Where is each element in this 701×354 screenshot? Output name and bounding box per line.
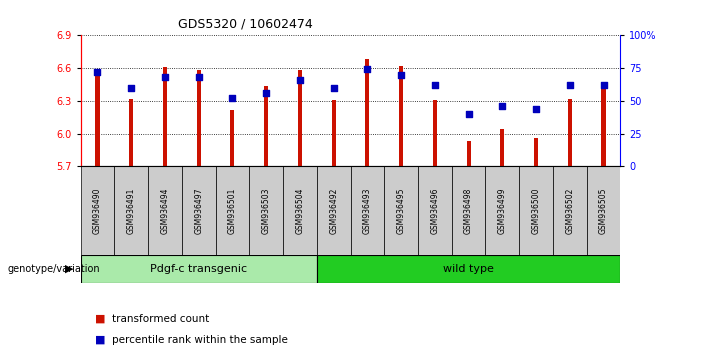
Point: [193, 74, 204, 80]
Text: GSM936491: GSM936491: [127, 187, 136, 234]
Bar: [365, 59, 369, 166]
Point: [395, 72, 407, 78]
Text: GSM936490: GSM936490: [93, 187, 102, 234]
Bar: [283, 166, 317, 255]
Bar: [95, 72, 100, 166]
Text: GSM936505: GSM936505: [599, 187, 608, 234]
Point: [531, 106, 542, 112]
Bar: [182, 166, 216, 255]
Bar: [399, 66, 403, 166]
Text: ■: ■: [95, 335, 105, 345]
Text: GSM936502: GSM936502: [565, 187, 574, 234]
Bar: [81, 255, 317, 283]
Text: Pdgf-c transgenic: Pdgf-c transgenic: [150, 264, 247, 274]
Bar: [114, 166, 148, 255]
Point: [227, 96, 238, 101]
Bar: [81, 166, 114, 255]
Point: [463, 111, 474, 117]
Text: genotype/variation: genotype/variation: [7, 264, 100, 274]
Text: transformed count: transformed count: [112, 314, 210, 324]
Text: GSM936493: GSM936493: [363, 187, 372, 234]
Point: [92, 69, 103, 75]
Bar: [553, 166, 587, 255]
Point: [564, 82, 576, 88]
Bar: [384, 166, 418, 255]
Bar: [350, 166, 384, 255]
Point: [294, 77, 306, 83]
Bar: [317, 166, 350, 255]
Text: GSM936492: GSM936492: [329, 187, 338, 234]
Point: [429, 82, 440, 88]
Bar: [148, 166, 182, 255]
Point: [261, 90, 272, 96]
Bar: [534, 138, 538, 166]
Point: [328, 85, 339, 91]
Bar: [568, 99, 572, 166]
Text: percentile rank within the sample: percentile rank within the sample: [112, 335, 288, 345]
Point: [362, 67, 373, 72]
Text: GSM936504: GSM936504: [295, 187, 304, 234]
Point: [159, 74, 170, 80]
Bar: [433, 100, 437, 166]
Text: GSM936495: GSM936495: [397, 187, 406, 234]
Bar: [332, 100, 336, 166]
Bar: [519, 166, 553, 255]
Text: GSM936494: GSM936494: [161, 187, 170, 234]
Bar: [129, 99, 133, 166]
Bar: [587, 166, 620, 255]
Bar: [601, 87, 606, 166]
Bar: [163, 67, 167, 166]
Bar: [451, 166, 485, 255]
Text: GSM936496: GSM936496: [430, 187, 440, 234]
Bar: [216, 166, 250, 255]
Text: ■: ■: [95, 314, 105, 324]
Bar: [467, 141, 470, 166]
Text: GSM936503: GSM936503: [261, 187, 271, 234]
Text: GSM936497: GSM936497: [194, 187, 203, 234]
Point: [497, 103, 508, 109]
Point: [125, 85, 137, 91]
Bar: [485, 166, 519, 255]
Text: GSM936498: GSM936498: [464, 187, 473, 234]
Bar: [197, 70, 200, 166]
Point: [598, 82, 609, 88]
Bar: [418, 166, 451, 255]
Bar: [264, 86, 268, 166]
Bar: [250, 166, 283, 255]
Text: GSM936499: GSM936499: [498, 187, 507, 234]
Bar: [298, 70, 302, 166]
Text: ▶: ▶: [65, 264, 74, 274]
Bar: [231, 110, 234, 166]
Bar: [501, 129, 504, 166]
Text: wild type: wild type: [443, 264, 494, 274]
Bar: [317, 255, 620, 283]
Text: GDS5320 / 10602474: GDS5320 / 10602474: [178, 18, 313, 31]
Text: GSM936500: GSM936500: [531, 187, 540, 234]
Text: GSM936501: GSM936501: [228, 187, 237, 234]
